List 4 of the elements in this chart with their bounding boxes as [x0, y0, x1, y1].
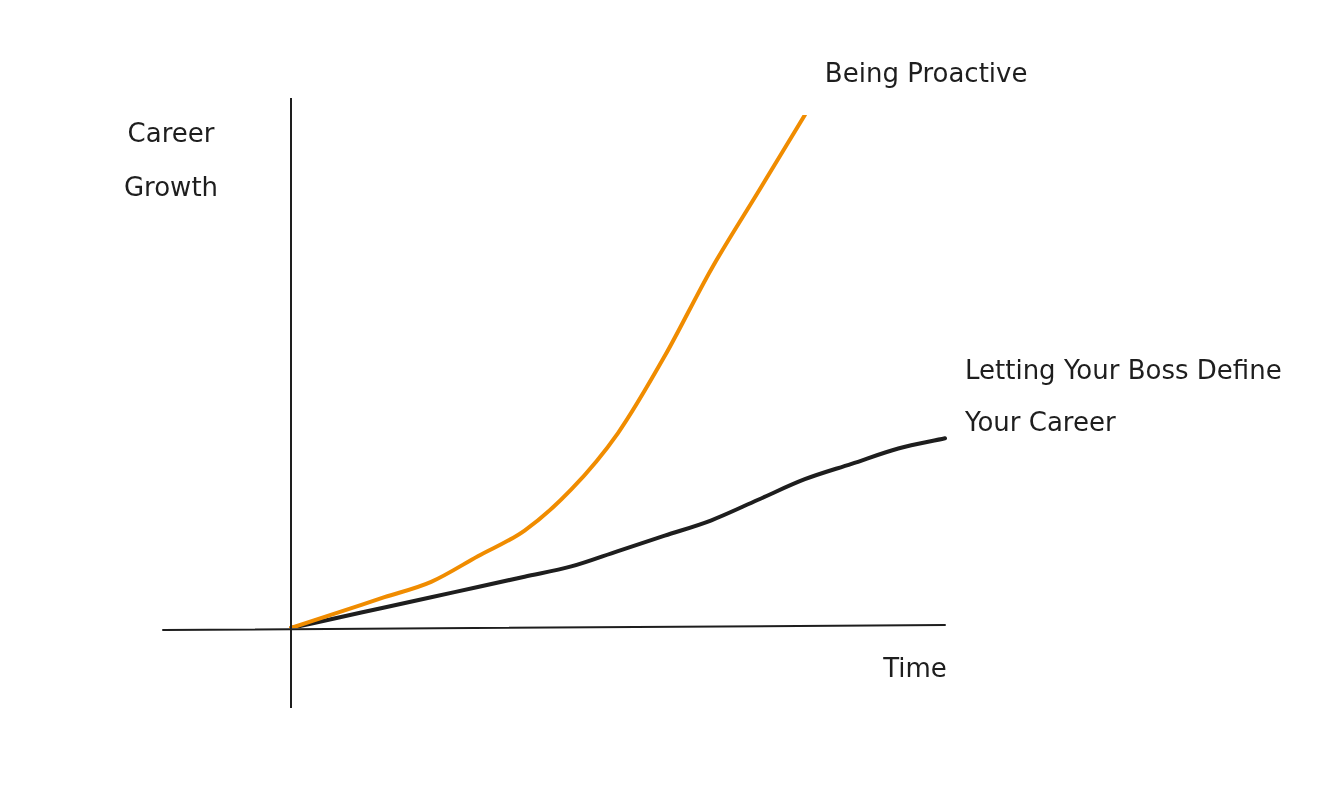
y-axis-title: Career Growth — [123, 117, 219, 202]
series-label: Being Proactive — [824, 57, 1028, 88]
series-label: Letting Your Boss Define Your Career — [964, 354, 1282, 437]
x-axis-title: Time — [882, 652, 947, 683]
